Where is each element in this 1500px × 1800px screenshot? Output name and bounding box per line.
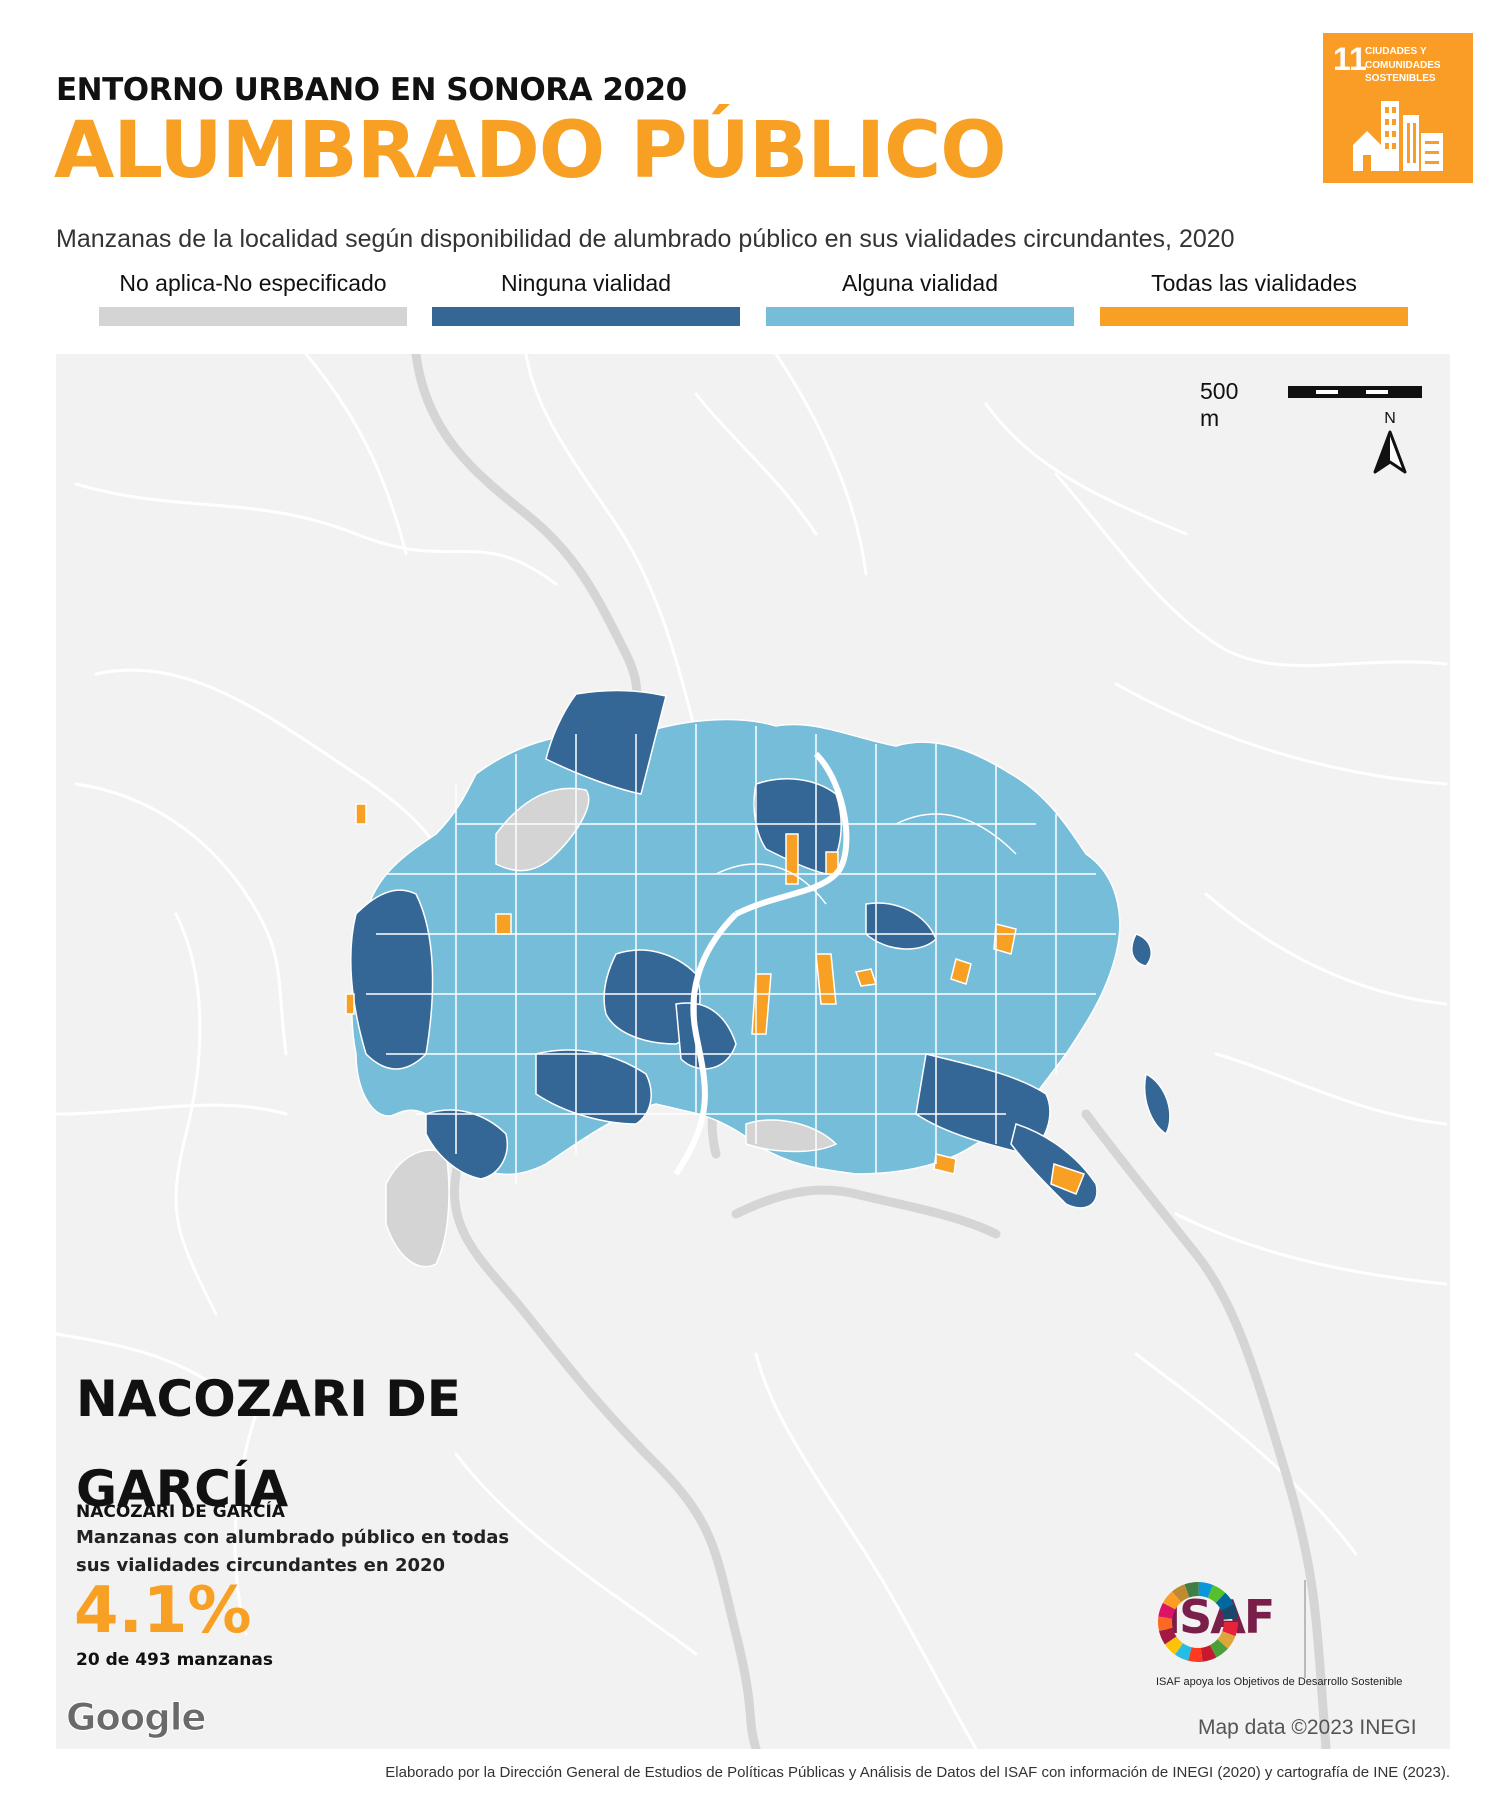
page-title: ALUMBRADO PÚBLICO xyxy=(54,106,1007,196)
legend-label: Ninguna vialidad xyxy=(500,270,672,296)
block-no-aplica xyxy=(385,1149,450,1268)
urban-blocks xyxy=(345,689,1171,1268)
partner-logos: ISAF ISAF apoy xyxy=(1156,1580,1426,1690)
block-ninguna xyxy=(425,1109,508,1180)
block-no-aplica xyxy=(745,1119,838,1153)
block-todas xyxy=(933,1153,957,1175)
municipality-name: NACOZARI DE GARCÍA xyxy=(76,1502,285,1522)
legend-label: Todas las vialidades xyxy=(1151,270,1357,296)
header-subtitle: ENTORNO URBANO EN SONORA 2020 xyxy=(56,72,687,108)
logo-divider xyxy=(1304,1580,1306,1678)
block-todas xyxy=(815,953,837,1005)
map-svg[interactable] xyxy=(56,354,1450,1749)
block-todas xyxy=(495,913,512,935)
legend-item-todas: Todas las vialidades xyxy=(1100,268,1408,326)
city-buildings-icon xyxy=(1353,101,1443,171)
legend-label: No aplica-No especificado xyxy=(119,270,387,296)
street-grid xyxy=(366,724,1116,1184)
scale-bar-graphic xyxy=(1288,386,1422,398)
block-ninguna xyxy=(603,949,701,1045)
block-ninguna xyxy=(350,889,434,1070)
legend-item-no-aplica: No aplica-No especificado xyxy=(99,268,407,326)
map-description: Manzanas de la localidad según disponibi… xyxy=(56,225,1235,253)
legend-swatch xyxy=(99,307,407,326)
north-arrow: N xyxy=(1369,410,1411,480)
block-todas xyxy=(1050,1163,1085,1195)
map-canvas[interactable]: 500 m N NACOZARI DE GARCÍA NACOZARI DE G… xyxy=(56,354,1450,1749)
sdg-11-badge: 11 CIUDADES Y COMUNIDADES SOSTENIBLES xyxy=(1323,33,1473,183)
block-ninguna xyxy=(1144,1072,1171,1136)
sdg-text: CIUDADES Y COMUNIDADES SOSTENIBLES xyxy=(1365,46,1441,84)
block-todas xyxy=(950,958,972,985)
sdg-wheel-icon xyxy=(1158,1582,1238,1662)
block-todas xyxy=(345,993,355,1015)
stat-description: Manzanas con alumbrado público en todas … xyxy=(76,1527,510,1576)
block-no-aplica xyxy=(495,787,590,872)
scale-label: 500 m xyxy=(1200,378,1239,431)
legend-swatch xyxy=(766,307,1074,326)
north-label: N xyxy=(1384,410,1396,427)
legend-swatch xyxy=(1100,307,1408,326)
legend-label: Alguna vialidad xyxy=(841,270,998,296)
locality-name: NACOZARI DE GARCÍA xyxy=(76,1370,461,1518)
north-arrow-icon xyxy=(1373,430,1407,474)
block-todas xyxy=(355,803,367,825)
block-ninguna xyxy=(1131,933,1152,967)
legend-item-alguna: Alguna vialidad xyxy=(766,268,1074,326)
block-todas xyxy=(993,923,1017,955)
legend-swatch xyxy=(432,307,740,326)
stat-percentage: 4.1% xyxy=(74,1574,252,1648)
main-road xyxy=(673,751,850,1176)
google-logo: Google xyxy=(65,1696,206,1740)
sdg-number: 11 xyxy=(1333,41,1367,77)
isaf-caption: ISAF apoya los Objetivos de Desarrollo S… xyxy=(1156,1676,1403,1688)
legend-item-ninguna: Ninguna vialidad xyxy=(432,268,740,326)
footer-credit: Elaborado por la Dirección General de Es… xyxy=(385,1764,1450,1781)
block-ninguna xyxy=(535,1049,652,1125)
legend: No aplica-No especificado Ninguna vialid… xyxy=(99,268,1409,328)
map-data-attribution: Map data ©2023 INEGI xyxy=(1198,1716,1417,1739)
stat-count: 20 de 493 manzanas xyxy=(76,1650,273,1670)
